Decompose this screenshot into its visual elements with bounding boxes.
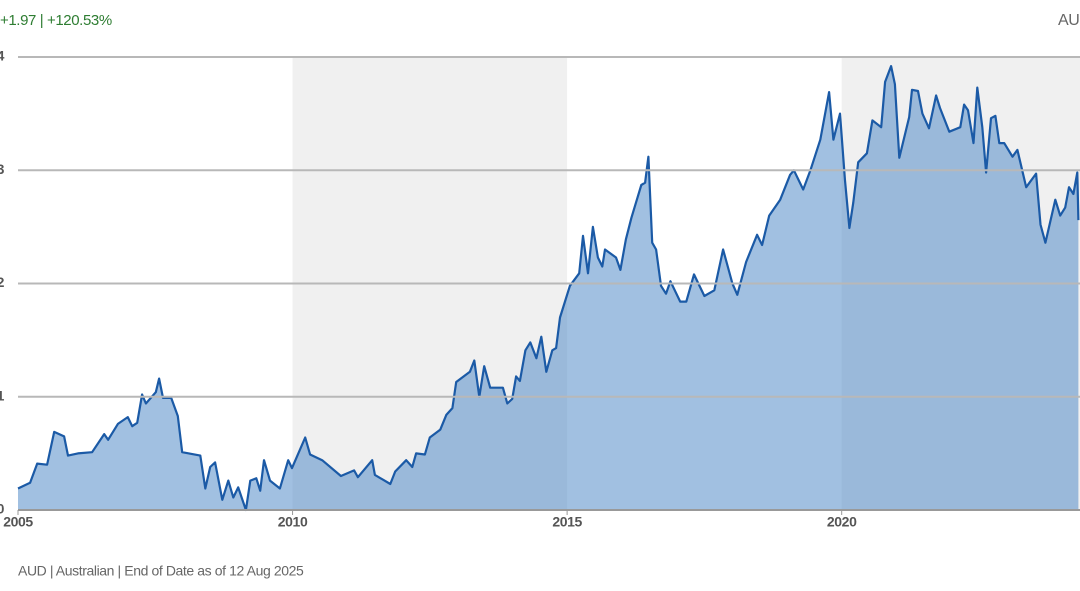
footnote: AUD | Australian | End of Date as of 12 … (18, 563, 304, 579)
y-tick-label: 0 (0, 501, 5, 517)
x-tick-label: 2015 (552, 514, 582, 530)
x-tick-label: 2020 (827, 514, 857, 530)
y-tick-label: 4 (0, 48, 5, 64)
area (18, 66, 1079, 510)
x-tick-label: 2010 (278, 514, 308, 530)
x-tick-label: 2005 (3, 514, 33, 530)
y-tick-label: 2 (0, 274, 5, 290)
subtitle: +1.97 | +120.53% (0, 12, 112, 29)
y-tick-label: 3 (0, 161, 5, 177)
currency: AUD (1058, 12, 1080, 29)
y-tick-label: 1 (0, 387, 5, 403)
line (17, 65, 1080, 512)
